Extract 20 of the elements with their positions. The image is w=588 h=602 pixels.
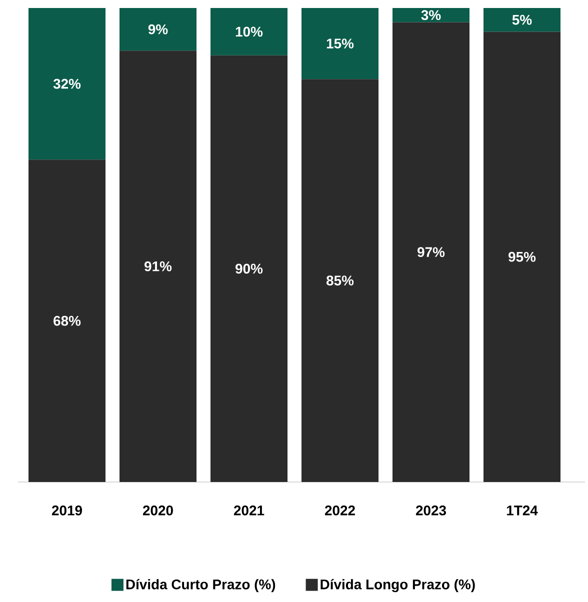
data-label: 3% [421,10,441,20]
data-label: 32% [53,78,81,89]
data-label: 5% [512,14,532,25]
x-tick-label: 2022 [324,506,355,516]
x-tick-label: 2021 [234,506,264,516]
legend-label: Dívida Curto Prazo (%) [126,578,276,592]
data-label: 85% [326,276,354,286]
data-label: 90% [236,264,263,274]
x-tick-label: 1T24 [506,506,538,516]
x-tick-label: 2020 [142,506,173,516]
legend-label: Dívida Longo Prazo (%) [320,578,475,592]
data-label: 68% [54,316,81,326]
data-label: 15% [326,38,354,48]
x-tick-label: 2023 [416,506,446,516]
data-label: 91% [144,261,172,272]
data-label: 97% [418,247,445,258]
x-tick-label: 2019 [52,506,82,516]
data-label: 95% [508,252,536,262]
data-label: 9% [148,24,168,34]
data-label: 10% [236,26,263,37]
